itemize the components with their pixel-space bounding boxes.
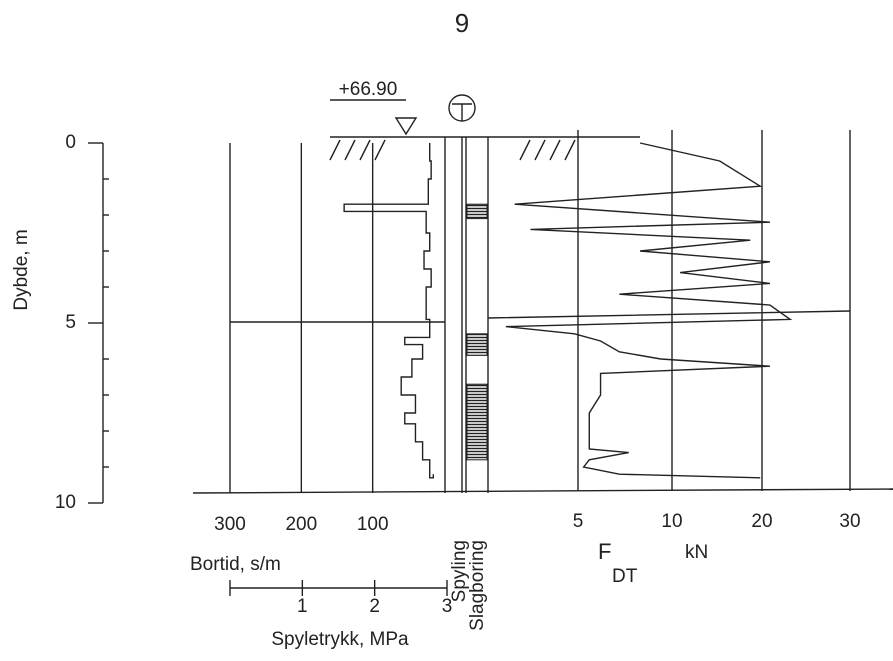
x-tick-label: 10 [661, 511, 682, 532]
x-tick-label: 5 [573, 511, 584, 532]
fdt-unit: kN [685, 542, 708, 563]
column-border [444, 137, 489, 493]
x-tick-label: 300 [214, 514, 246, 535]
fdt-curve [505, 142, 793, 479]
slagboring-interval [466, 203, 488, 220]
spyletrykk-tick-label: 3 [442, 596, 453, 617]
x-tick-label: 200 [285, 514, 317, 535]
column-label: Spyling [449, 540, 470, 602]
y-axis-label: Dybde, m [11, 229, 32, 310]
y-tick-label: 10 [55, 492, 76, 513]
bottom-line [192, 488, 893, 494]
slagboring-interval [466, 383, 488, 461]
y-tick-label: 5 [65, 312, 76, 333]
total-sounding-symbol-t [452, 103, 472, 121]
x-tick-label: 20 [751, 511, 772, 532]
slagboring-interval [466, 333, 488, 356]
ground-hatch [329, 139, 576, 161]
reference-line [230, 310, 851, 323]
spyletrykk-tick-label: 2 [369, 596, 380, 617]
spyletrykk-tick-label: 1 [297, 596, 308, 617]
x-tick-label: 100 [357, 514, 389, 535]
fdt-label-sub: DT [612, 566, 638, 587]
bortid-curve [343, 143, 434, 479]
y-tick-label: 0 [65, 132, 76, 153]
bortid-label: Bortid, s/m [190, 554, 281, 575]
elevation: +66.90 [339, 79, 398, 100]
spyletrykk-label: Spyletrykk, MPa [271, 629, 409, 650]
fdt-label: F [598, 539, 611, 564]
elevation-marker [330, 99, 418, 136]
column-label: Slagboring [467, 540, 488, 631]
page-number: 9 [455, 8, 469, 38]
x-tick-label: 30 [839, 511, 860, 532]
